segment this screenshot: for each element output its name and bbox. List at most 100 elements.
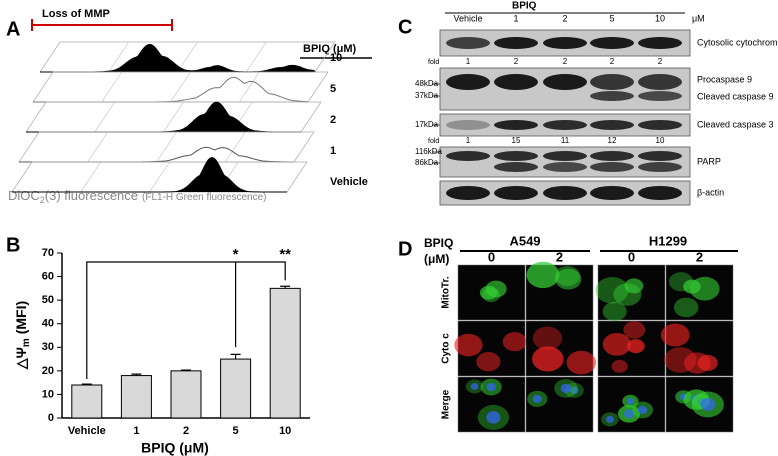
error-bar <box>280 285 291 289</box>
band <box>638 37 682 49</box>
y-tick-label: 30 <box>42 341 54 353</box>
label-part: (3) fluorescence <box>45 188 138 203</box>
label-sub: 2 <box>40 195 45 205</box>
nucleus <box>470 382 479 390</box>
cell <box>611 359 628 373</box>
row-label: Merge <box>441 389 452 419</box>
band <box>446 151 490 161</box>
band <box>494 37 538 49</box>
cell <box>532 346 564 372</box>
error-bar <box>81 383 92 385</box>
dose: 0 <box>628 249 635 264</box>
cell <box>566 350 596 375</box>
band <box>543 186 587 200</box>
cell <box>660 323 690 347</box>
fold-value: 15 <box>512 136 521 145</box>
row-label: MitoTr. <box>441 276 452 308</box>
band <box>543 120 587 130</box>
y-tick-label: 10 <box>42 388 54 400</box>
band <box>494 120 538 130</box>
fold-value: 2 <box>563 57 568 66</box>
band <box>590 186 634 200</box>
cell <box>454 333 483 357</box>
histogram <box>12 156 287 193</box>
mw-marker: 37kDa <box>415 91 439 100</box>
unit: μM <box>692 13 705 23</box>
legend-title: BPIQ (μM) <box>303 43 357 55</box>
significance: ** <box>279 246 291 263</box>
histogram-grid <box>149 161 170 193</box>
band <box>494 74 538 90</box>
histogram-grid <box>94 101 115 133</box>
fold-value: 2 <box>658 57 663 66</box>
band <box>590 37 634 49</box>
x-tick-label: Vehicle <box>68 425 106 437</box>
histogram-grid <box>80 161 101 193</box>
cell <box>623 321 646 339</box>
x-tick-label: 2 <box>183 425 189 437</box>
column-label: 2 <box>562 13 567 23</box>
histogram <box>19 146 295 163</box>
cell <box>602 301 627 322</box>
band <box>494 186 538 200</box>
histogram-grid <box>239 71 260 103</box>
histogram-grid <box>101 71 122 103</box>
histogram-grid <box>225 131 246 163</box>
y-tick-label: 0 <box>48 412 54 424</box>
panel-label: A <box>6 18 20 40</box>
histogram <box>40 43 316 73</box>
annotation: Loss of MMP <box>42 8 110 20</box>
band <box>638 151 682 161</box>
dose: 2 <box>556 249 563 264</box>
band <box>638 91 682 101</box>
nucleus <box>486 382 496 392</box>
band <box>494 162 538 172</box>
fold-value: 1 <box>466 136 471 145</box>
mw-marker: 17kDa <box>415 120 439 129</box>
column-label: Vehicle <box>453 13 482 23</box>
band <box>638 74 682 90</box>
panel-a: A Loss of MMP BPIQ (μM) DiOC2(3) fluores… <box>6 8 372 205</box>
x-tick-label: 1 <box>133 425 139 437</box>
micrograph <box>457 264 526 321</box>
nucleus <box>486 411 501 424</box>
histogram-grid <box>246 41 267 73</box>
band <box>638 162 682 172</box>
histogram-grid <box>156 131 177 163</box>
row-label: Vehicle <box>330 176 368 188</box>
x-tick-label: 10 <box>279 425 291 437</box>
cell <box>624 278 644 294</box>
cell <box>532 326 563 350</box>
row-label: 1 <box>330 145 336 157</box>
histogram <box>26 101 301 133</box>
fold-value: 2 <box>514 57 519 66</box>
panel-b: B BPIQ (μM) △Ψm (MFI) 0 10 20 30 40 50 60 70 Veh… <box>6 234 310 456</box>
band <box>543 162 587 172</box>
error-bar <box>131 373 142 376</box>
panel-label: B <box>6 234 20 256</box>
error-bar <box>181 369 191 371</box>
panel-d: D BPIQ (μM) A549 H1299 0 2 0 2 MitoTr. Cyto c… <box>398 233 738 433</box>
fold-value: 2 <box>610 57 615 66</box>
band-label: β-actin <box>697 187 724 197</box>
significance-bracket <box>86 261 286 379</box>
treatment: BPIQ <box>424 236 453 250</box>
histogram-grid <box>163 101 184 133</box>
fold-label: fold <box>428 138 439 145</box>
histogram-grid <box>170 71 191 103</box>
cell <box>485 280 507 298</box>
fold-value: 11 <box>561 136 570 145</box>
nucleus <box>560 383 572 394</box>
label-part: △Ψ <box>13 347 29 370</box>
row-label: 5 <box>330 83 336 95</box>
nucleus <box>570 386 579 395</box>
histogram-grid <box>108 41 129 73</box>
band <box>446 186 490 200</box>
error-bar <box>230 353 241 360</box>
label-part: (MFI) <box>13 301 29 338</box>
band <box>543 37 587 49</box>
band-label: Cleaved caspase 9 <box>697 91 774 101</box>
micrograph <box>597 376 666 433</box>
mw-marker: 116kDa <box>415 147 443 156</box>
cell <box>555 268 582 290</box>
